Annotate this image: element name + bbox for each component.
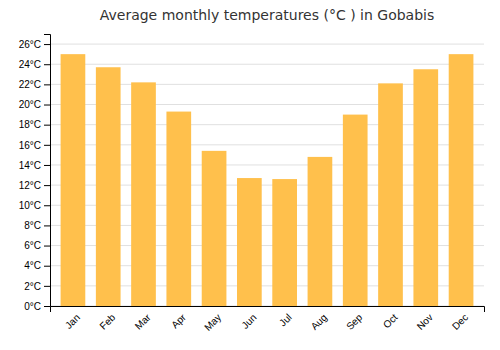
tick-mark bbox=[44, 64, 50, 65]
tick-mark bbox=[44, 286, 50, 287]
bar bbox=[308, 157, 333, 306]
tick-label: Jun bbox=[239, 312, 258, 331]
bar bbox=[237, 178, 262, 306]
tick: May bbox=[202, 312, 223, 333]
tick: 26°C bbox=[19, 39, 50, 50]
bar bbox=[96, 67, 121, 306]
x-axis: Jan Feb Mar Apr May Jun Jul Aug Sep Oct Nov Dec bbox=[51, 307, 485, 333]
tick-label: 18°C bbox=[19, 119, 41, 130]
bar bbox=[61, 54, 86, 306]
tick: 22°C bbox=[19, 79, 50, 90]
tick-mark bbox=[44, 165, 50, 166]
bar bbox=[166, 112, 191, 306]
tick-label: 8°C bbox=[24, 220, 41, 231]
tick-label: 14°C bbox=[19, 160, 41, 171]
tick-label: Sep bbox=[344, 311, 365, 332]
tick: 6°C bbox=[24, 240, 50, 251]
tick: Sep bbox=[344, 311, 365, 332]
grid-line bbox=[50, 64, 484, 65]
tick-label: Jul bbox=[277, 312, 294, 329]
tick-label: 4°C bbox=[24, 260, 41, 271]
bar bbox=[449, 54, 474, 306]
axis-line bbox=[44, 35, 51, 307]
tick: 14°C bbox=[19, 160, 50, 171]
tick: Jul bbox=[277, 312, 294, 329]
tick-mark bbox=[44, 145, 50, 146]
tick-mark bbox=[44, 225, 50, 226]
bar bbox=[272, 179, 297, 306]
tick: Apr bbox=[169, 311, 188, 330]
tick-label: 24°C bbox=[19, 59, 41, 70]
tick-label: Oct bbox=[381, 312, 400, 331]
tick-mark bbox=[44, 205, 50, 206]
tick: 18°C bbox=[19, 119, 50, 130]
plot-area: 0°C 2°C 4°C 6°C 8°C 10°C 12°C 14°C 16°C 18°C 20°C 2… bbox=[19, 35, 485, 333]
tick: 0°C bbox=[24, 301, 50, 312]
tick: 12°C bbox=[19, 180, 50, 191]
tick: 2°C bbox=[24, 281, 50, 292]
tick-mark bbox=[44, 246, 50, 247]
bar bbox=[343, 115, 368, 306]
bars bbox=[61, 54, 474, 306]
tick-label: Dec bbox=[450, 312, 470, 332]
tick-mark bbox=[44, 84, 50, 85]
tick-label: May bbox=[202, 312, 223, 333]
tick: Feb bbox=[97, 311, 117, 331]
tick: Jan bbox=[63, 312, 82, 331]
tick: 16°C bbox=[19, 140, 50, 151]
tick-label: 12°C bbox=[19, 180, 41, 191]
tick-label: Jan bbox=[63, 312, 82, 331]
tick-mark bbox=[44, 306, 50, 307]
tick-label: 16°C bbox=[19, 140, 41, 151]
tick: 20°C bbox=[19, 99, 50, 110]
tick-label: Aug bbox=[309, 312, 329, 332]
tick-mark bbox=[44, 266, 50, 267]
tick-label: 10°C bbox=[19, 200, 41, 211]
tick-label: 22°C bbox=[19, 79, 41, 90]
y-axis: 0°C 2°C 4°C 6°C 8°C 10°C 12°C 14°C 16°C 18°C 20°C 2… bbox=[19, 35, 51, 312]
grid bbox=[50, 44, 484, 306]
tick: Oct bbox=[381, 312, 400, 331]
tick-label: Feb bbox=[97, 311, 117, 331]
tick-label: Mar bbox=[133, 311, 153, 331]
tick: 4°C bbox=[24, 260, 50, 271]
tick: Nov bbox=[415, 312, 435, 332]
bar bbox=[131, 82, 156, 306]
tick: 8°C bbox=[24, 220, 50, 231]
tick: 10°C bbox=[19, 200, 50, 211]
tick: 24°C bbox=[19, 59, 50, 70]
tick: Aug bbox=[309, 312, 329, 332]
chart: 0°C 2°C 4°C 6°C 8°C 10°C 12°C 14°C 16°C 18°C 20°C 2… bbox=[0, 0, 500, 350]
tick-label: Apr bbox=[169, 311, 188, 330]
tick-label: Nov bbox=[415, 312, 435, 332]
tick: Mar bbox=[133, 311, 153, 331]
title: Average monthly temperatures (°C ) in Go… bbox=[100, 7, 435, 23]
tick-label: 2°C bbox=[24, 281, 41, 292]
bar bbox=[378, 83, 403, 306]
tick: Jun bbox=[239, 312, 258, 331]
tick-mark bbox=[44, 44, 50, 45]
tick-label: 26°C bbox=[19, 39, 41, 50]
tick-label: 20°C bbox=[19, 99, 41, 110]
tick-label: 0°C bbox=[24, 301, 41, 312]
bar bbox=[202, 151, 227, 306]
grid-line bbox=[50, 44, 484, 45]
tick: Dec bbox=[450, 312, 470, 332]
tick-mark bbox=[44, 185, 50, 186]
tick-mark bbox=[44, 105, 50, 106]
axis-line bbox=[51, 307, 485, 313]
tick-mark bbox=[44, 125, 50, 126]
bar bbox=[413, 69, 438, 306]
tick-label: 6°C bbox=[24, 240, 41, 251]
